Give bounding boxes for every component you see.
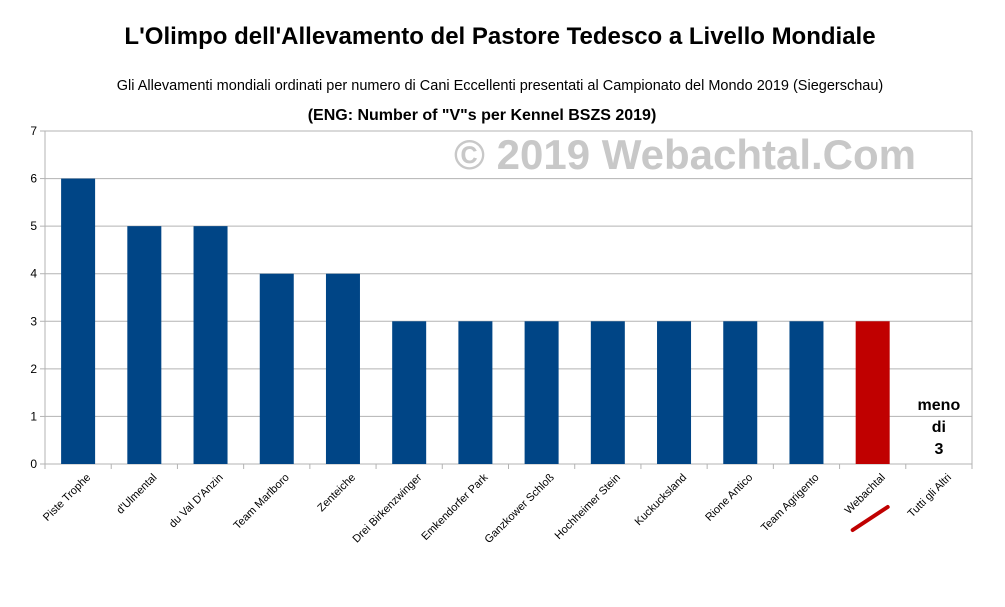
x-tick-label: Team Marlboro (232, 472, 292, 532)
y-tick-label: 2 (30, 362, 37, 376)
x-tick-label: Team Agrigento (759, 472, 822, 535)
bar (657, 321, 692, 464)
bar (127, 226, 162, 464)
bar (392, 321, 427, 464)
annotation-line: 3 (934, 441, 943, 458)
annotation: meno di 3 (918, 397, 961, 458)
bar (855, 321, 890, 464)
bar (590, 321, 625, 464)
x-tick-label: Piste Trophe (41, 472, 93, 524)
bar (193, 226, 228, 464)
bar (789, 321, 824, 464)
bars (61, 178, 890, 465)
x-tick-label: Zenteiche (315, 472, 358, 515)
annotation-line: meno (918, 397, 961, 414)
x-tick-label: Drei Birkenzwinger (351, 471, 425, 545)
y-tick-label: 3 (30, 314, 37, 328)
y-tick-label: 7 (30, 124, 37, 138)
x-tick-label: d'Ulmental (114, 472, 159, 517)
y-tick-label: 4 (30, 267, 37, 281)
y-tick-label: 1 (30, 409, 37, 423)
x-tick-label: Tutti gli Altri (906, 472, 954, 520)
bar (723, 321, 758, 464)
bar (458, 321, 493, 464)
x-tick-label: Emkendorfer Park (419, 471, 491, 543)
x-tick-label: Ganzkower Schloß (483, 471, 557, 545)
chart-subtitle: Gli Allevamenti mondiali ordinati per nu… (117, 78, 884, 94)
chart-subtitle-eng: (ENG: Number of "V"s per Kennel BSZS 201… (308, 107, 657, 124)
y-tick-label: 6 (30, 172, 37, 186)
y-tick-label: 0 (30, 457, 37, 471)
x-axis-ticks: Piste Trophe d'Ulmental du Val D'Anzin Team… (41, 464, 973, 546)
y-tick-label: 5 (30, 219, 37, 233)
bar (259, 273, 294, 464)
bar (61, 178, 96, 465)
x-tick-label: Rione Antico (703, 472, 755, 524)
annotation-line: di (932, 419, 946, 436)
x-tick-label: du Val D'Anzin (167, 472, 226, 531)
chart-title: L'Olimpo dell'Allevamento del Pastore Te… (124, 23, 875, 50)
grid-lines (44, 130, 973, 465)
highlight-underline (850, 505, 890, 532)
x-tick-label: Kuckucksland (633, 472, 689, 528)
decorations (850, 505, 890, 532)
bar (325, 273, 360, 464)
bar (524, 321, 559, 464)
x-tick-label: Hochheimer Stein (553, 472, 623, 542)
watermark-text: © 2019 Webachtal.Com (454, 131, 916, 178)
y-axis-ticks: 0 1 2 3 4 5 6 7 (30, 124, 45, 471)
